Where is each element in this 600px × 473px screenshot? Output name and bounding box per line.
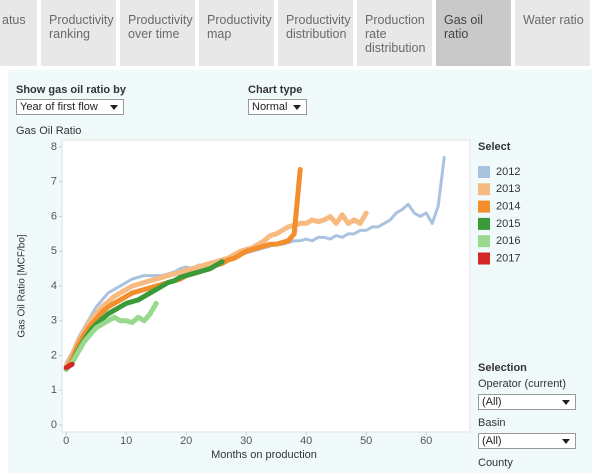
series-line	[63, 361, 75, 371]
y-tick-label: 4	[51, 280, 57, 292]
y-tick-label: 6	[51, 210, 57, 222]
filter-label: Operator (current)	[478, 378, 567, 390]
dropdown[interactable]: (All)	[478, 394, 576, 410]
tab[interactable]: Gas oil ratio	[436, 0, 511, 66]
legend-swatch	[478, 183, 490, 196]
legend-swatch	[478, 200, 490, 213]
series-line	[63, 300, 159, 372]
x-tick-label: 40	[300, 435, 312, 447]
legend-swatch	[478, 166, 490, 178]
legend-title: Select	[478, 141, 511, 153]
x-tick-label: 60	[420, 435, 432, 447]
tab[interactable]: Water ratio	[515, 0, 590, 66]
series-line	[63, 210, 369, 369]
legend-label: 2012	[496, 166, 520, 178]
x-tick-label: 0	[63, 435, 69, 447]
tab[interactable]: atus	[0, 0, 37, 66]
y-tick-label: 5	[51, 245, 57, 257]
y-tick-label: 0	[51, 419, 57, 431]
legend-swatch	[478, 217, 490, 230]
legend-label: 2014	[496, 201, 520, 213]
legend-swatch	[478, 235, 490, 248]
dropdown[interactable]: (All)	[478, 433, 576, 449]
filter-label: Basin	[478, 417, 506, 429]
control-label: Show gas oil ratio by	[16, 84, 127, 96]
x-tick-label: 20	[180, 435, 192, 447]
tab[interactable]: Productivity map	[199, 0, 274, 66]
tab[interactable]: Productivity distribution	[278, 0, 353, 66]
control-label: Chart type	[248, 84, 303, 96]
selection-title: Selection	[478, 362, 527, 374]
y-tick-label: 7	[51, 176, 57, 188]
y-tick-label: 3	[51, 315, 57, 327]
y-tick-label: 2	[51, 349, 57, 361]
legend-label: 2017	[496, 252, 520, 264]
tab-bar: atus Productivity ranking Productivity ove…	[0, 0, 600, 66]
filter-label: County	[478, 457, 513, 469]
dropdown[interactable]: Normal	[248, 99, 307, 115]
x-axis-label: Months on production	[211, 449, 317, 461]
x-tick-label: 10	[120, 435, 132, 447]
legend-label: 2013	[496, 183, 520, 195]
legend-label: 2016	[496, 235, 520, 247]
plot-area	[61, 139, 471, 433]
y-axis-label: Gas Oil Ratio [MCF/bo]	[17, 234, 28, 338]
x-tick-label: 50	[360, 435, 372, 447]
dropdown[interactable]: Year of first flow	[16, 99, 124, 115]
tab[interactable]: Production rate distribution	[357, 0, 432, 66]
legend-label: 2015	[496, 218, 520, 230]
x-tick-label: 30	[240, 435, 252, 447]
y-tick-label: 1	[51, 384, 57, 396]
legend-swatch	[478, 252, 490, 265]
y-tick-label: 8	[51, 141, 57, 153]
tab[interactable]: Productivity ranking	[41, 0, 116, 66]
chart-title: Gas Oil Ratio	[16, 125, 81, 137]
tab[interactable]: Productivity over time	[120, 0, 195, 66]
